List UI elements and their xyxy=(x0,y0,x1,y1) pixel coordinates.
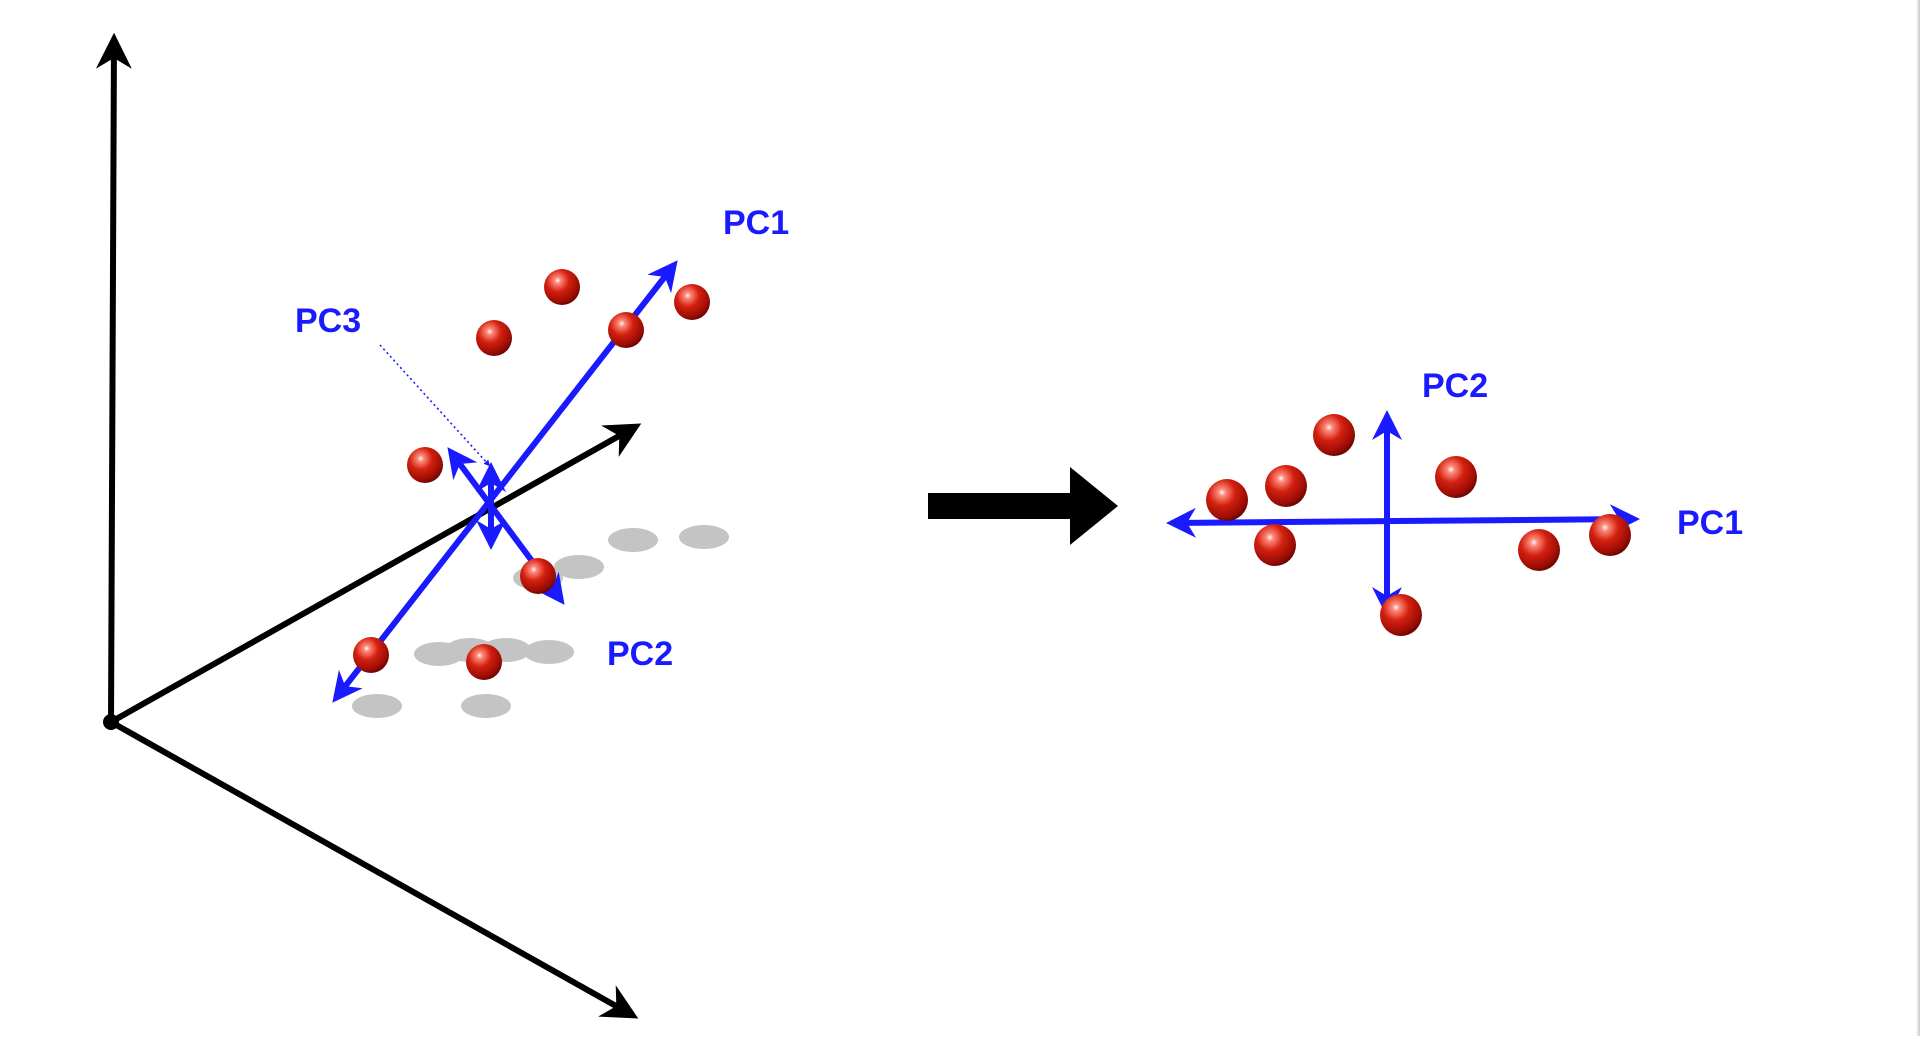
data-point xyxy=(520,558,556,594)
data-point xyxy=(544,269,580,305)
data-point xyxy=(407,447,443,483)
data-points-2d xyxy=(1206,414,1631,636)
projected-axes xyxy=(1166,410,1640,617)
vertical-axis xyxy=(95,32,132,723)
shadow xyxy=(679,525,729,549)
data-point xyxy=(1254,524,1296,566)
data-point xyxy=(674,284,710,320)
right-panel: PC2 PC1 xyxy=(1166,367,1743,636)
shadow xyxy=(461,694,511,718)
data-point xyxy=(1380,594,1422,636)
data-point xyxy=(1435,456,1477,498)
data-point xyxy=(1589,514,1631,556)
shadow xyxy=(524,640,574,664)
data-points-3d xyxy=(353,269,710,680)
data-point xyxy=(1313,414,1355,456)
arrow-right-icon xyxy=(928,467,1118,545)
pc1-label: PC1 xyxy=(723,204,789,242)
horizontal-axis xyxy=(109,719,639,1019)
data-point xyxy=(353,637,389,673)
data-point xyxy=(1265,465,1307,507)
pc2-label: PC2 xyxy=(607,635,673,673)
data-point xyxy=(1518,529,1560,571)
pc3-pointer xyxy=(379,344,491,467)
original-axes xyxy=(95,32,642,1019)
shadow xyxy=(352,694,402,718)
slide-edge xyxy=(1916,0,1920,1036)
axis-origin xyxy=(103,714,119,730)
data-point xyxy=(466,644,502,680)
pc1-label-2d: PC1 xyxy=(1677,504,1743,542)
data-point xyxy=(1206,479,1248,521)
data-point xyxy=(476,320,512,356)
left-panel: PC1 PC2 PC3 xyxy=(95,32,789,1019)
pc1-axis-2d xyxy=(1166,504,1640,538)
shadow xyxy=(608,528,658,552)
data-point xyxy=(608,312,644,348)
pc2-label-2d: PC2 xyxy=(1422,367,1488,405)
pc3-label: PC3 xyxy=(295,302,361,340)
